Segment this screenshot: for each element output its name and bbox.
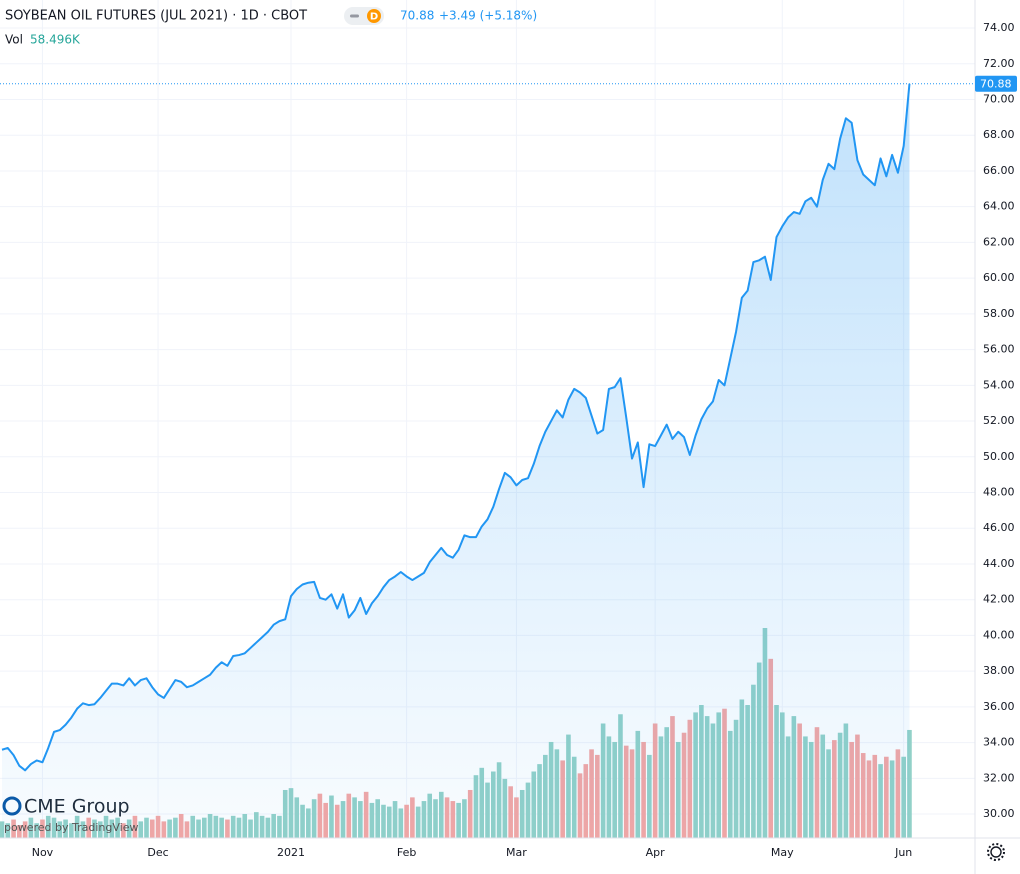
x-tick-label: Feb [397,846,416,859]
y-tick-label: 58.00 [983,307,1015,320]
volume-legend: Vol [5,33,23,47]
cme-logo-mark [2,796,22,816]
y-tick-label: 46.00 [983,521,1015,534]
x-tick-label: Mar [506,846,527,859]
x-tick-label: May [771,846,794,859]
y-tick-label: 56.00 [983,343,1015,356]
y-tick-label: 62.00 [983,235,1015,248]
y-tick-label: 68.00 [983,128,1015,141]
status-dash [350,14,359,18]
y-tick-label: 60.00 [983,271,1015,284]
y-tick-label: 52.00 [983,414,1015,427]
y-tick-label: 42.00 [983,593,1015,606]
y-tick-label: 66.00 [983,164,1015,177]
y-tick-label: 72.00 [983,57,1015,70]
y-tick-label: 38.00 [983,664,1015,677]
volume-value: 58.496K [30,33,81,47]
price-change: +3.49 (+5.18%) [439,9,537,23]
y-tick-label: 64.00 [983,200,1015,213]
y-tick-label: 74.00 [983,21,1015,34]
x-tick-label: Apr [646,846,666,859]
y-tick-label: 40.00 [983,628,1015,641]
last-price: 70.88 [400,9,434,23]
settings-gear[interactable] [987,843,1005,861]
symbol-title: SOYBEAN OIL FUTURES (JUL 2021) · 1D · CB… [5,9,307,24]
x-tick-label: Nov [32,846,54,859]
y-tick-label: 34.00 [983,736,1015,749]
y-tick-label: 54.00 [983,378,1015,391]
y-tick-label: 48.00 [983,486,1015,499]
last-price-tag-label: 70.88 [980,77,1012,90]
y-tick-label: 30.00 [983,807,1015,820]
y-tick-label: 70.00 [983,93,1015,106]
gear-teeth [987,843,1005,861]
gear-ring [990,846,1002,858]
brand-logo: CME Group [24,796,130,818]
status-dot [367,9,381,23]
x-tick-label: Jun [894,846,912,859]
status-letter: D [370,12,378,23]
y-tick-label: 50.00 [983,450,1015,463]
x-tick-label: Dec [147,846,168,859]
price-line [1,83,911,772]
credit[interactable]: powered by TradingView [4,821,138,834]
y-tick-label: 36.00 [983,700,1015,713]
area-fill [2,83,910,838]
y-tick-label: 32.00 [983,771,1015,784]
last-price-tag [975,75,1017,92]
y-tick-label: 44.00 [983,557,1015,570]
x-tick-label: 2021 [277,846,305,859]
